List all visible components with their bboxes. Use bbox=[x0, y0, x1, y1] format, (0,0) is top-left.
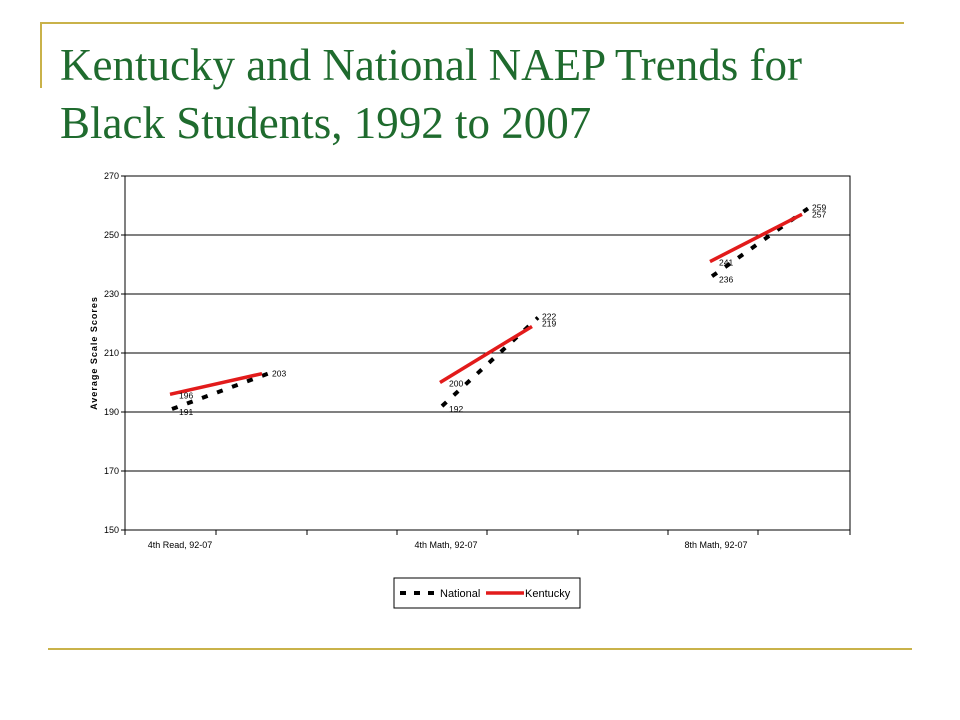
x-category-label: 8th Math, 92-07 bbox=[684, 540, 747, 550]
national-trend-line bbox=[171, 371, 269, 411]
kentucky-end-label: 257 bbox=[812, 209, 826, 219]
national-trend-line bbox=[440, 316, 540, 408]
kentucky-start-label: 196 bbox=[179, 390, 193, 400]
kentucky-start-label: 241 bbox=[719, 258, 733, 268]
kentucky-end-label: 219 bbox=[542, 319, 556, 329]
left-rule bbox=[40, 22, 42, 88]
y-tick-label: 170 bbox=[104, 466, 119, 476]
kentucky-trend-line bbox=[439, 324, 533, 384]
national-end-label: 259 bbox=[812, 202, 826, 212]
y-tick-label: 190 bbox=[104, 407, 119, 417]
legend-kentucky-label: Kentucky bbox=[525, 588, 571, 600]
slide-title: Kentucky and National NAEP Trends for Bl… bbox=[60, 36, 920, 152]
y-tick-label: 150 bbox=[104, 525, 119, 535]
national-end-label: 222 bbox=[542, 312, 556, 322]
title-line-2: Black Students, 1992 to 2007 bbox=[60, 98, 592, 148]
x-category-label: 4th Read, 92-07 bbox=[148, 540, 213, 550]
kentucky-end-label: 203 bbox=[272, 369, 286, 379]
national-start-label: 192 bbox=[449, 404, 463, 414]
national-start-label: 191 bbox=[179, 407, 193, 417]
title-line-1: Kentucky and National NAEP Trends for bbox=[60, 40, 802, 90]
y-tick-label: 230 bbox=[104, 289, 119, 299]
y-tick-label: 250 bbox=[104, 230, 119, 240]
kentucky-trend-line bbox=[169, 371, 263, 397]
legend-national-label: National bbox=[440, 588, 480, 600]
top-rule bbox=[40, 22, 904, 24]
y-axis-label: Average Scale Scores bbox=[89, 296, 99, 410]
kentucky-trend-line bbox=[709, 212, 803, 264]
x-category-label: 4th Math, 92-07 bbox=[414, 540, 477, 550]
national-start-label: 236 bbox=[719, 274, 733, 284]
bottom-rule bbox=[48, 648, 912, 650]
y-tick-label: 270 bbox=[104, 171, 119, 181]
kentucky-start-label: 200 bbox=[449, 379, 463, 389]
y-tick-label: 210 bbox=[104, 348, 119, 358]
